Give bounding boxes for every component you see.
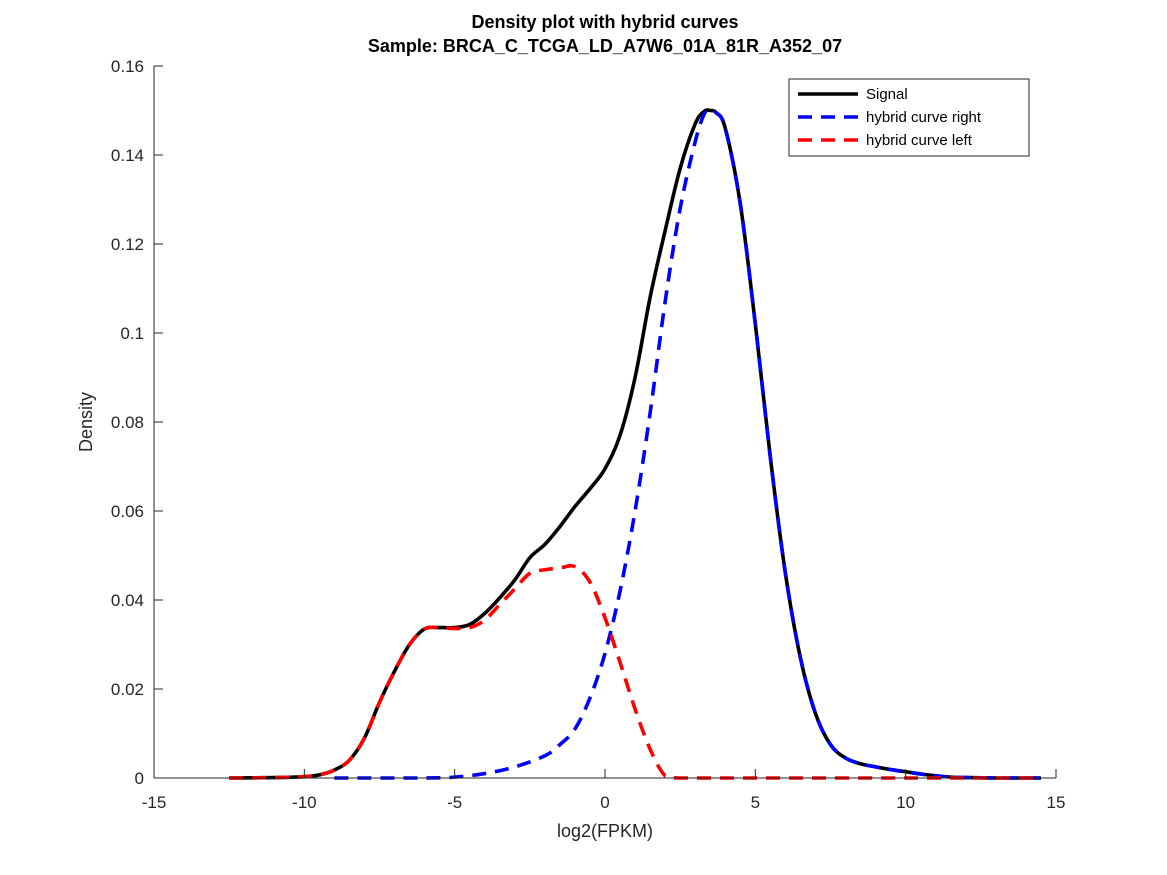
y-tick-label: 0.06 bbox=[111, 502, 144, 521]
y-tick-label: 0.16 bbox=[111, 57, 144, 76]
x-tick-label: 10 bbox=[896, 793, 915, 812]
series-line-hybrid-curve-left bbox=[229, 563, 1041, 780]
y-tick-label: 0.02 bbox=[111, 680, 144, 699]
chart-legend: Signal hybrid curve right hybrid curve l… bbox=[788, 78, 1030, 157]
y-axis-ticks: 0 0.02 0.04 0.06 0.08 0.1 0.12 0.14 0.16 bbox=[111, 57, 163, 788]
x-axis-ticks: -15 -10 -5 0 5 10 15 bbox=[142, 769, 1066, 812]
y-tick-label: 0.14 bbox=[111, 146, 144, 165]
y-tick-label: 0.04 bbox=[111, 591, 144, 610]
y-tick-label: 0.1 bbox=[120, 324, 144, 343]
x-tick-label: -15 bbox=[142, 793, 167, 812]
plot-curves bbox=[229, 108, 1041, 780]
x-tick-label: 0 bbox=[600, 793, 609, 812]
y-tick-label: 0.12 bbox=[111, 235, 144, 254]
y-tick-label: 0.08 bbox=[111, 413, 144, 432]
y-axis-label: Density bbox=[76, 392, 96, 452]
series-line-signal bbox=[229, 108, 1041, 780]
legend-label-signal: Signal bbox=[866, 86, 908, 103]
y-tick-label: 0 bbox=[135, 769, 144, 788]
x-tick-label: -10 bbox=[292, 793, 317, 812]
legend-label-hybrid-curve-left: hybrid curve left bbox=[866, 132, 973, 149]
x-tick-label: 15 bbox=[1047, 793, 1066, 812]
x-axis-label: log2(FPKM) bbox=[557, 821, 653, 841]
legend-label-hybrid-curve-right: hybrid curve right bbox=[866, 109, 982, 126]
series-line-hybrid-curve-right bbox=[334, 108, 1041, 780]
x-tick-label: 5 bbox=[751, 793, 760, 812]
chart-subtitle: Sample: BRCA_C_TCGA_LD_A7W6_01A_81R_A352… bbox=[368, 36, 842, 56]
chart-title: Density plot with hybrid curves bbox=[471, 12, 738, 32]
x-tick-label: -5 bbox=[447, 793, 462, 812]
